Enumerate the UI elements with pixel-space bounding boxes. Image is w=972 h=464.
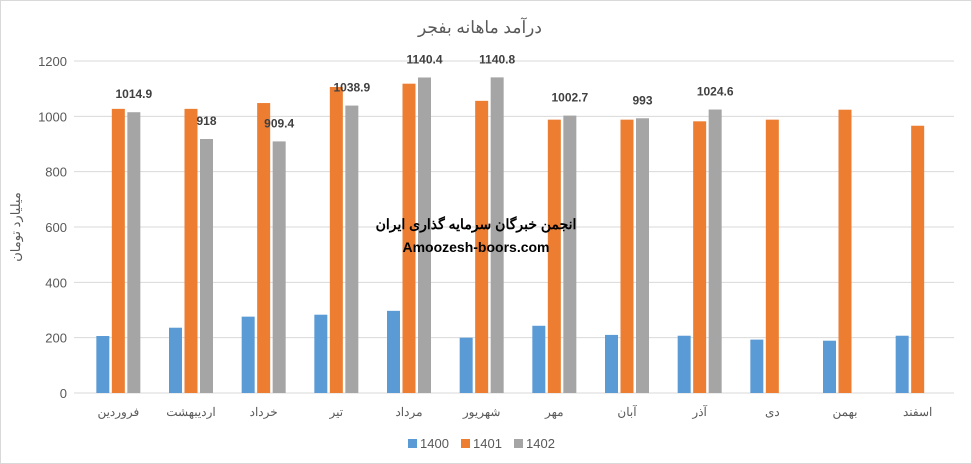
data-label: 909.4 [264,116,294,130]
bar-1402 [272,141,286,393]
bar-1400 [532,325,546,393]
bar-1400 [459,337,473,393]
bar-1401 [402,83,416,393]
legend-label: 1400 [420,436,449,451]
x-tick-label: خرداد [250,405,278,419]
bar-1401 [184,108,198,393]
data-label: 1140.4 [406,52,442,66]
bar-1400 [169,327,182,393]
bar-1402 [127,112,141,393]
bar-1401 [547,119,561,394]
bar-1401 [475,100,489,393]
y-tick-label: 800 [45,165,67,180]
y-tick-label: 1000 [38,109,67,124]
bar-1400 [314,314,328,393]
x-tick-label: آذر [691,404,707,419]
chart-title: درآمد ماهانه بفجر [417,16,542,38]
x-tick-label: شهریور [462,405,501,419]
bar-1400 [241,316,255,393]
y-tick-label: 600 [45,220,67,235]
bar-1400 [677,335,691,393]
data-label: 1038.9 [333,81,370,95]
x-tick-label: فروردین [97,405,139,419]
legend-swatch-1400 [408,439,417,448]
legend-label: 1401 [473,436,502,451]
bar-1400 [750,339,764,393]
bar-1402 [636,118,649,394]
y-tick-label: 400 [45,275,67,290]
bar-1400 [96,336,110,393]
data-label: 1140.8 [479,52,515,66]
bar-1402 [708,109,722,393]
bar-1401 [693,121,707,394]
bar-1402 [200,139,213,393]
x-tick-label: اردیبهشت [166,405,215,419]
bar-1401 [620,119,634,394]
y-axis-label: میلیارد تومان [8,192,24,262]
y-tick-label: 0 [60,386,67,401]
bar-1400 [823,340,836,393]
watermark-line1: انجمن خبرگان سرمایه گذاری ایران [376,216,577,233]
y-tick-label: 200 [45,331,67,346]
bar-1402 [345,105,359,394]
y-tick-label: 1200 [38,54,67,69]
bar-1401 [257,103,271,393]
bar-1400 [895,335,909,393]
data-label: 1024.6 [697,85,734,99]
data-label: 1002.7 [551,91,588,105]
legend-swatch-1402 [514,439,523,448]
bar-1402 [418,77,431,394]
bar-1401 [765,119,779,394]
data-label: 1014.9 [115,87,152,101]
x-tick-label: مرداد [395,405,422,419]
watermark-line2: Amoozesh-boors.com [402,239,549,255]
x-tick-label: بهمن [833,405,858,419]
bar-1400 [387,310,400,393]
data-label: 993 [632,93,652,107]
bar-1401 [838,109,852,394]
legend-swatch-1401 [461,439,470,448]
x-tick-label: دی [765,405,780,419]
bar-1402 [563,115,577,393]
legend-label: 1402 [526,436,555,451]
data-label: 918 [196,114,216,128]
bar-1402 [490,77,504,394]
x-tick-label: آبان [617,404,637,419]
bar-1400 [605,334,618,393]
bar-1401 [911,125,925,394]
x-tick-label: تیر [329,405,344,419]
x-tick-label: اسفند [903,405,932,419]
x-tick-label: مهر [544,405,564,419]
bar-1401 [329,87,343,394]
bar-1401 [111,108,125,393]
